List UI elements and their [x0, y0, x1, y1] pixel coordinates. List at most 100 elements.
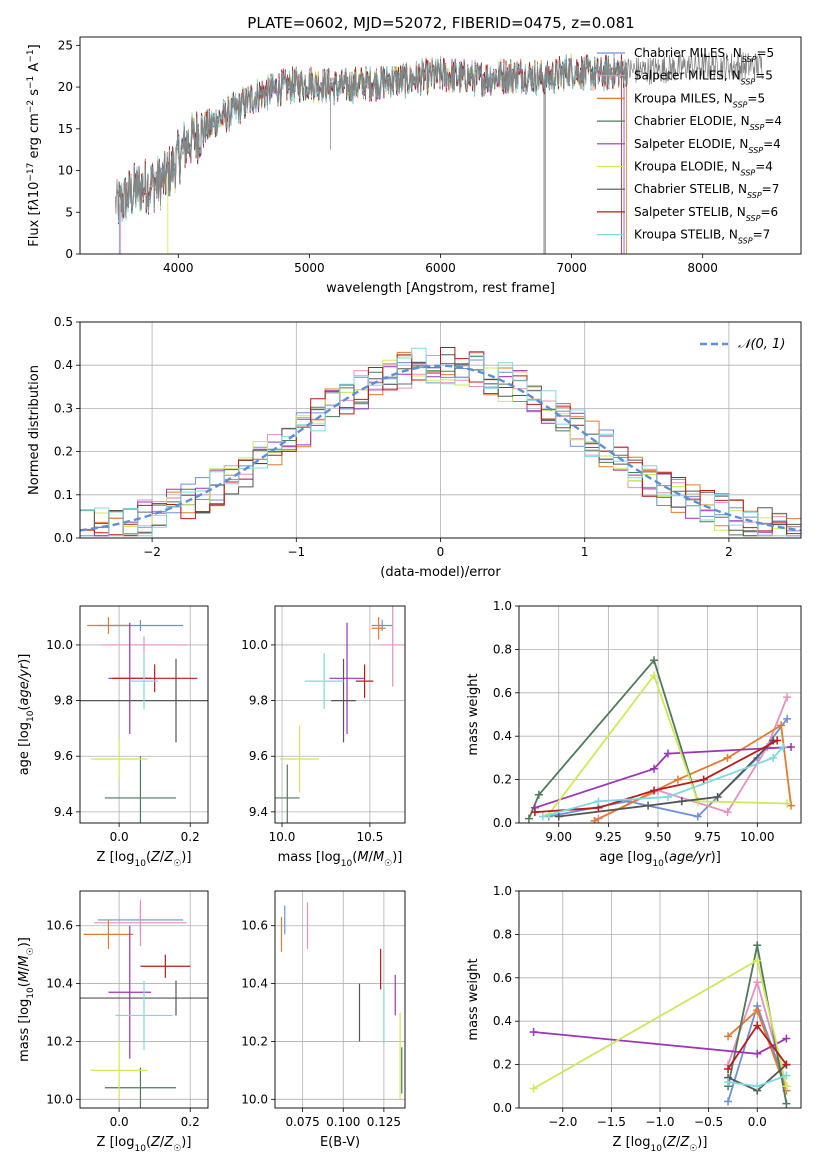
- legend-entry: Kroupa ELODIE, NSSP=4: [634, 160, 773, 178]
- residuals-xtick-label: 1: [581, 545, 589, 559]
- weight_vs_Z-frame: [518, 890, 802, 1109]
- age_vs_mass-ytick-label: 9.8: [249, 694, 268, 708]
- residuals-xtick-label: 0: [437, 545, 445, 559]
- mass-weight-line: [534, 739, 778, 813]
- mass-weight-marker: [769, 753, 778, 762]
- mass-weight-line: [558, 739, 774, 818]
- mass-weight-marker: [534, 790, 543, 799]
- mass-weight-marker: [723, 753, 732, 762]
- mass-weight-marker: [650, 656, 659, 665]
- mass-weight-marker: [554, 812, 563, 821]
- age_vs_Z-xtick-label: 0.2: [181, 830, 200, 844]
- mass_vs_ebv-xlabel: E(B-V): [320, 1135, 360, 1150]
- weight_vs_age-xlabel: age [log10(age/yr)]: [599, 850, 721, 869]
- mass_vs_ebv-xtick-label: 0.100: [326, 1115, 360, 1129]
- legend-entry: Salpeter MILES, NSSP=5: [634, 69, 773, 87]
- mass-weight-marker: [753, 978, 762, 987]
- mass-weight-marker: [663, 792, 672, 801]
- residuals-xtick-label: 2: [725, 545, 733, 559]
- mass-weight-marker: [753, 1006, 762, 1015]
- residuals-plot-area: [80, 347, 801, 537]
- legend-entry: 𝒩(0, 1): [738, 337, 785, 352]
- mass-weight-marker: [753, 1082, 762, 1091]
- weight_vs_age-xtick-label: 9.75: [694, 830, 721, 844]
- residuals-ylabel: Normed distribution: [27, 365, 42, 495]
- residuals-ytick-label: 0.1: [54, 488, 73, 502]
- residuals-ytick-label: 0.4: [54, 358, 73, 372]
- residuals-ytick-label: 0.2: [54, 445, 73, 459]
- spectrum-panel: 4000 5000 6000 7000 8000 0 5 10 15 20 25 wavelength…: [26, 36, 802, 296]
- legend-entry: Chabrier STELIB, NSSP=7: [634, 182, 779, 200]
- mass_vs_ebv-xtick-label: 0.075: [285, 1115, 319, 1129]
- mass-weight-marker: [782, 1071, 791, 1080]
- age_vs_Z-panel: 0.0 0.2 9.4 9.6 9.8 10.0 Z [log10(Z/Z☉)] age [l…: [17, 605, 209, 869]
- mass-weight-marker: [783, 693, 792, 702]
- weight_vs_Z-plot-area: [529, 941, 791, 1108]
- mass-weight-marker: [724, 1064, 733, 1073]
- mass-weight-line: [548, 673, 788, 815]
- age_vs_mass-ytick-label: 9.4: [249, 805, 268, 819]
- mass-weight-marker: [782, 1034, 791, 1043]
- weight_vs_Z-xtick-label: −1.0: [645, 1115, 674, 1129]
- age_vs_mass-ytick-label: 10.0: [241, 638, 268, 652]
- spectrum-ylabel: Flux [fλ10−17 erg cm−2 s−1 A−1]: [26, 44, 42, 246]
- mass-weight-marker: [779, 743, 788, 752]
- mass_vs_ebv-frame: [274, 890, 406, 1109]
- weight_vs_age-ytick-label: 0.2: [493, 773, 512, 787]
- weight_vs_age-ytick-label: 0.8: [493, 642, 512, 656]
- mass-weight-marker: [782, 1099, 791, 1108]
- mass-weight-marker: [693, 812, 702, 821]
- mass-weight-marker: [699, 775, 708, 784]
- mass-weight-marker: [753, 941, 762, 950]
- weight_vs_age-xtick-label: 9.25: [595, 830, 622, 844]
- weight_vs_Z-ytick-label: 1.0: [493, 884, 512, 898]
- weight_vs_Z-xlabel: Z [log10(Z/Z☉)]: [613, 1135, 708, 1154]
- mass-weight-marker: [529, 1084, 538, 1093]
- mass-weight-marker: [538, 812, 547, 821]
- mass-weight-marker: [524, 814, 533, 823]
- age_vs_Z-ytick-label: 10.0: [46, 638, 73, 652]
- spectrum-frame: [79, 36, 802, 255]
- weight_vs_age-ytick-label: 0.4: [493, 729, 512, 743]
- age_vs_mass-plot-area: [275, 606, 405, 823]
- mass_vs_Z-ytick-label: 10.4: [46, 977, 73, 991]
- residuals-ytick-label: 0.0: [54, 531, 73, 545]
- age_vs_Z-ytick-label: 9.4: [54, 805, 73, 819]
- residuals-frame: [79, 321, 802, 539]
- legend-entry: Kroupa STELIB, NSSP=7: [634, 228, 770, 246]
- mass-weight-marker: [753, 1049, 762, 1058]
- weight_vs_Z-ytick-label: 0.8: [493, 927, 512, 941]
- mass-weight-marker: [529, 1028, 538, 1037]
- mass_vs_Z-frame: [79, 890, 209, 1109]
- mass-weight-marker: [782, 1060, 791, 1069]
- weight_vs_age-plot-area: [524, 656, 796, 823]
- residuals-xtick-label: −1: [287, 545, 305, 559]
- mass-weight-marker: [773, 736, 782, 745]
- legend-entry: Salpeter ELODIE, NSSP=4: [634, 137, 781, 155]
- weight_vs_age-panel: 9.00 9.25 9.50 9.75 10.00 0.0 0.2 0.4 0.6 0.8 1.0 a…: [466, 599, 802, 869]
- spectrum-legend: Chabrier MILES, NSSP=5 Salpeter MILES, NS…: [597, 46, 782, 245]
- mass_vs_ebv-ytick-label: 10.2: [241, 1034, 268, 1048]
- mass-weight-line: [594, 723, 792, 822]
- spectrum-plot-area: [115, 52, 764, 254]
- mass_vs_Z-plot-area: [80, 899, 208, 1108]
- spectrum-ytick-label: 20: [58, 80, 73, 94]
- legend-entry: Chabrier ELODIE, NSSP=4: [634, 114, 782, 132]
- mass-weight-marker: [782, 1082, 791, 1091]
- mass_vs_Z-xtick-label: 0.0: [110, 1115, 129, 1129]
- observed-spectrum-line: [115, 52, 764, 254]
- mass-weight-marker: [644, 801, 653, 810]
- mass-weight-marker: [724, 1032, 733, 1041]
- age_vs_Z-xtick-label: 0.0: [110, 830, 129, 844]
- mass_vs_Z-ylabel: mass [log10(M/M☉)]: [17, 937, 36, 1062]
- mass_vs_Z-xtick-label: 0.2: [181, 1115, 200, 1129]
- weight_vs_Z-xtick-label: −2.0: [548, 1115, 577, 1129]
- mass-weight-marker: [723, 808, 732, 817]
- weight_vs_Z-xtick-label: 0.0: [748, 1115, 767, 1129]
- age_vs_Z-xlabel: Z [log10(Z/Z☉)]: [97, 850, 192, 869]
- weight_vs_Z-xtick-label: −0.5: [694, 1115, 723, 1129]
- mass-weight-marker: [663, 749, 672, 758]
- age_vs_Z-ytick-label: 9.8: [54, 694, 73, 708]
- age_vs_Z-frame: [79, 605, 209, 824]
- mass-weight-marker: [787, 743, 796, 752]
